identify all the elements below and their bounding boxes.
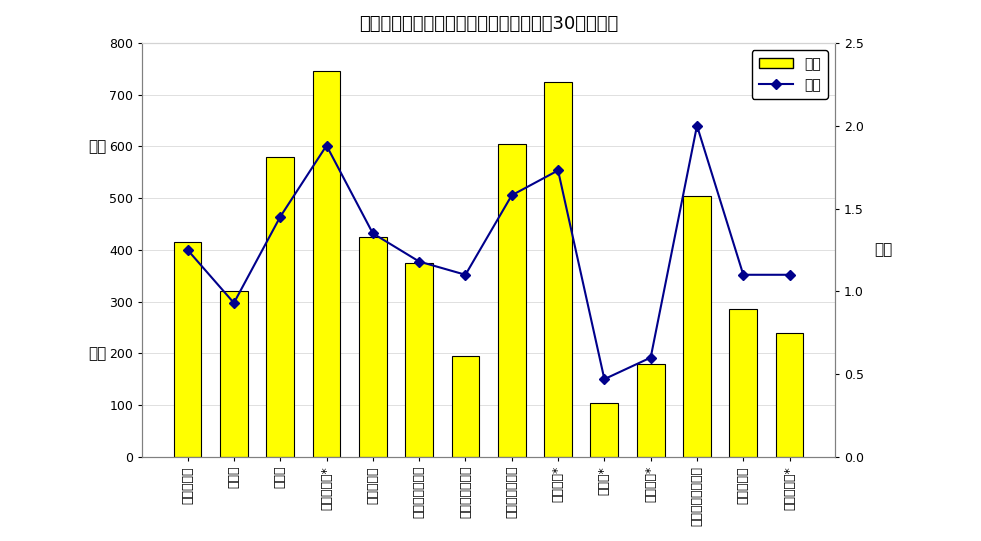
Bar — [730, 309, 757, 457]
Bar — [498, 144, 526, 457]
Bar — [174, 242, 201, 457]
Bar — [776, 333, 803, 457]
Text: 月数: 月数 — [874, 242, 893, 258]
Bar — [591, 403, 618, 457]
Text: 千円: 千円 — [88, 346, 106, 361]
Bar — [313, 71, 340, 457]
Bar — [637, 364, 664, 457]
Bar — [683, 196, 711, 457]
Legend: 金額, 月数: 金額, 月数 — [751, 50, 828, 98]
Title: 産業別年末賞与の支給状況（事業所規模30人以上）: 産業別年末賞与の支給状況（事業所規模30人以上） — [359, 15, 618, 33]
Bar — [266, 157, 294, 457]
Text: 金額: 金額 — [88, 139, 106, 154]
Bar — [451, 356, 480, 457]
Bar — [405, 263, 433, 457]
Bar — [544, 82, 572, 457]
Bar — [220, 292, 248, 457]
Bar — [359, 237, 387, 457]
